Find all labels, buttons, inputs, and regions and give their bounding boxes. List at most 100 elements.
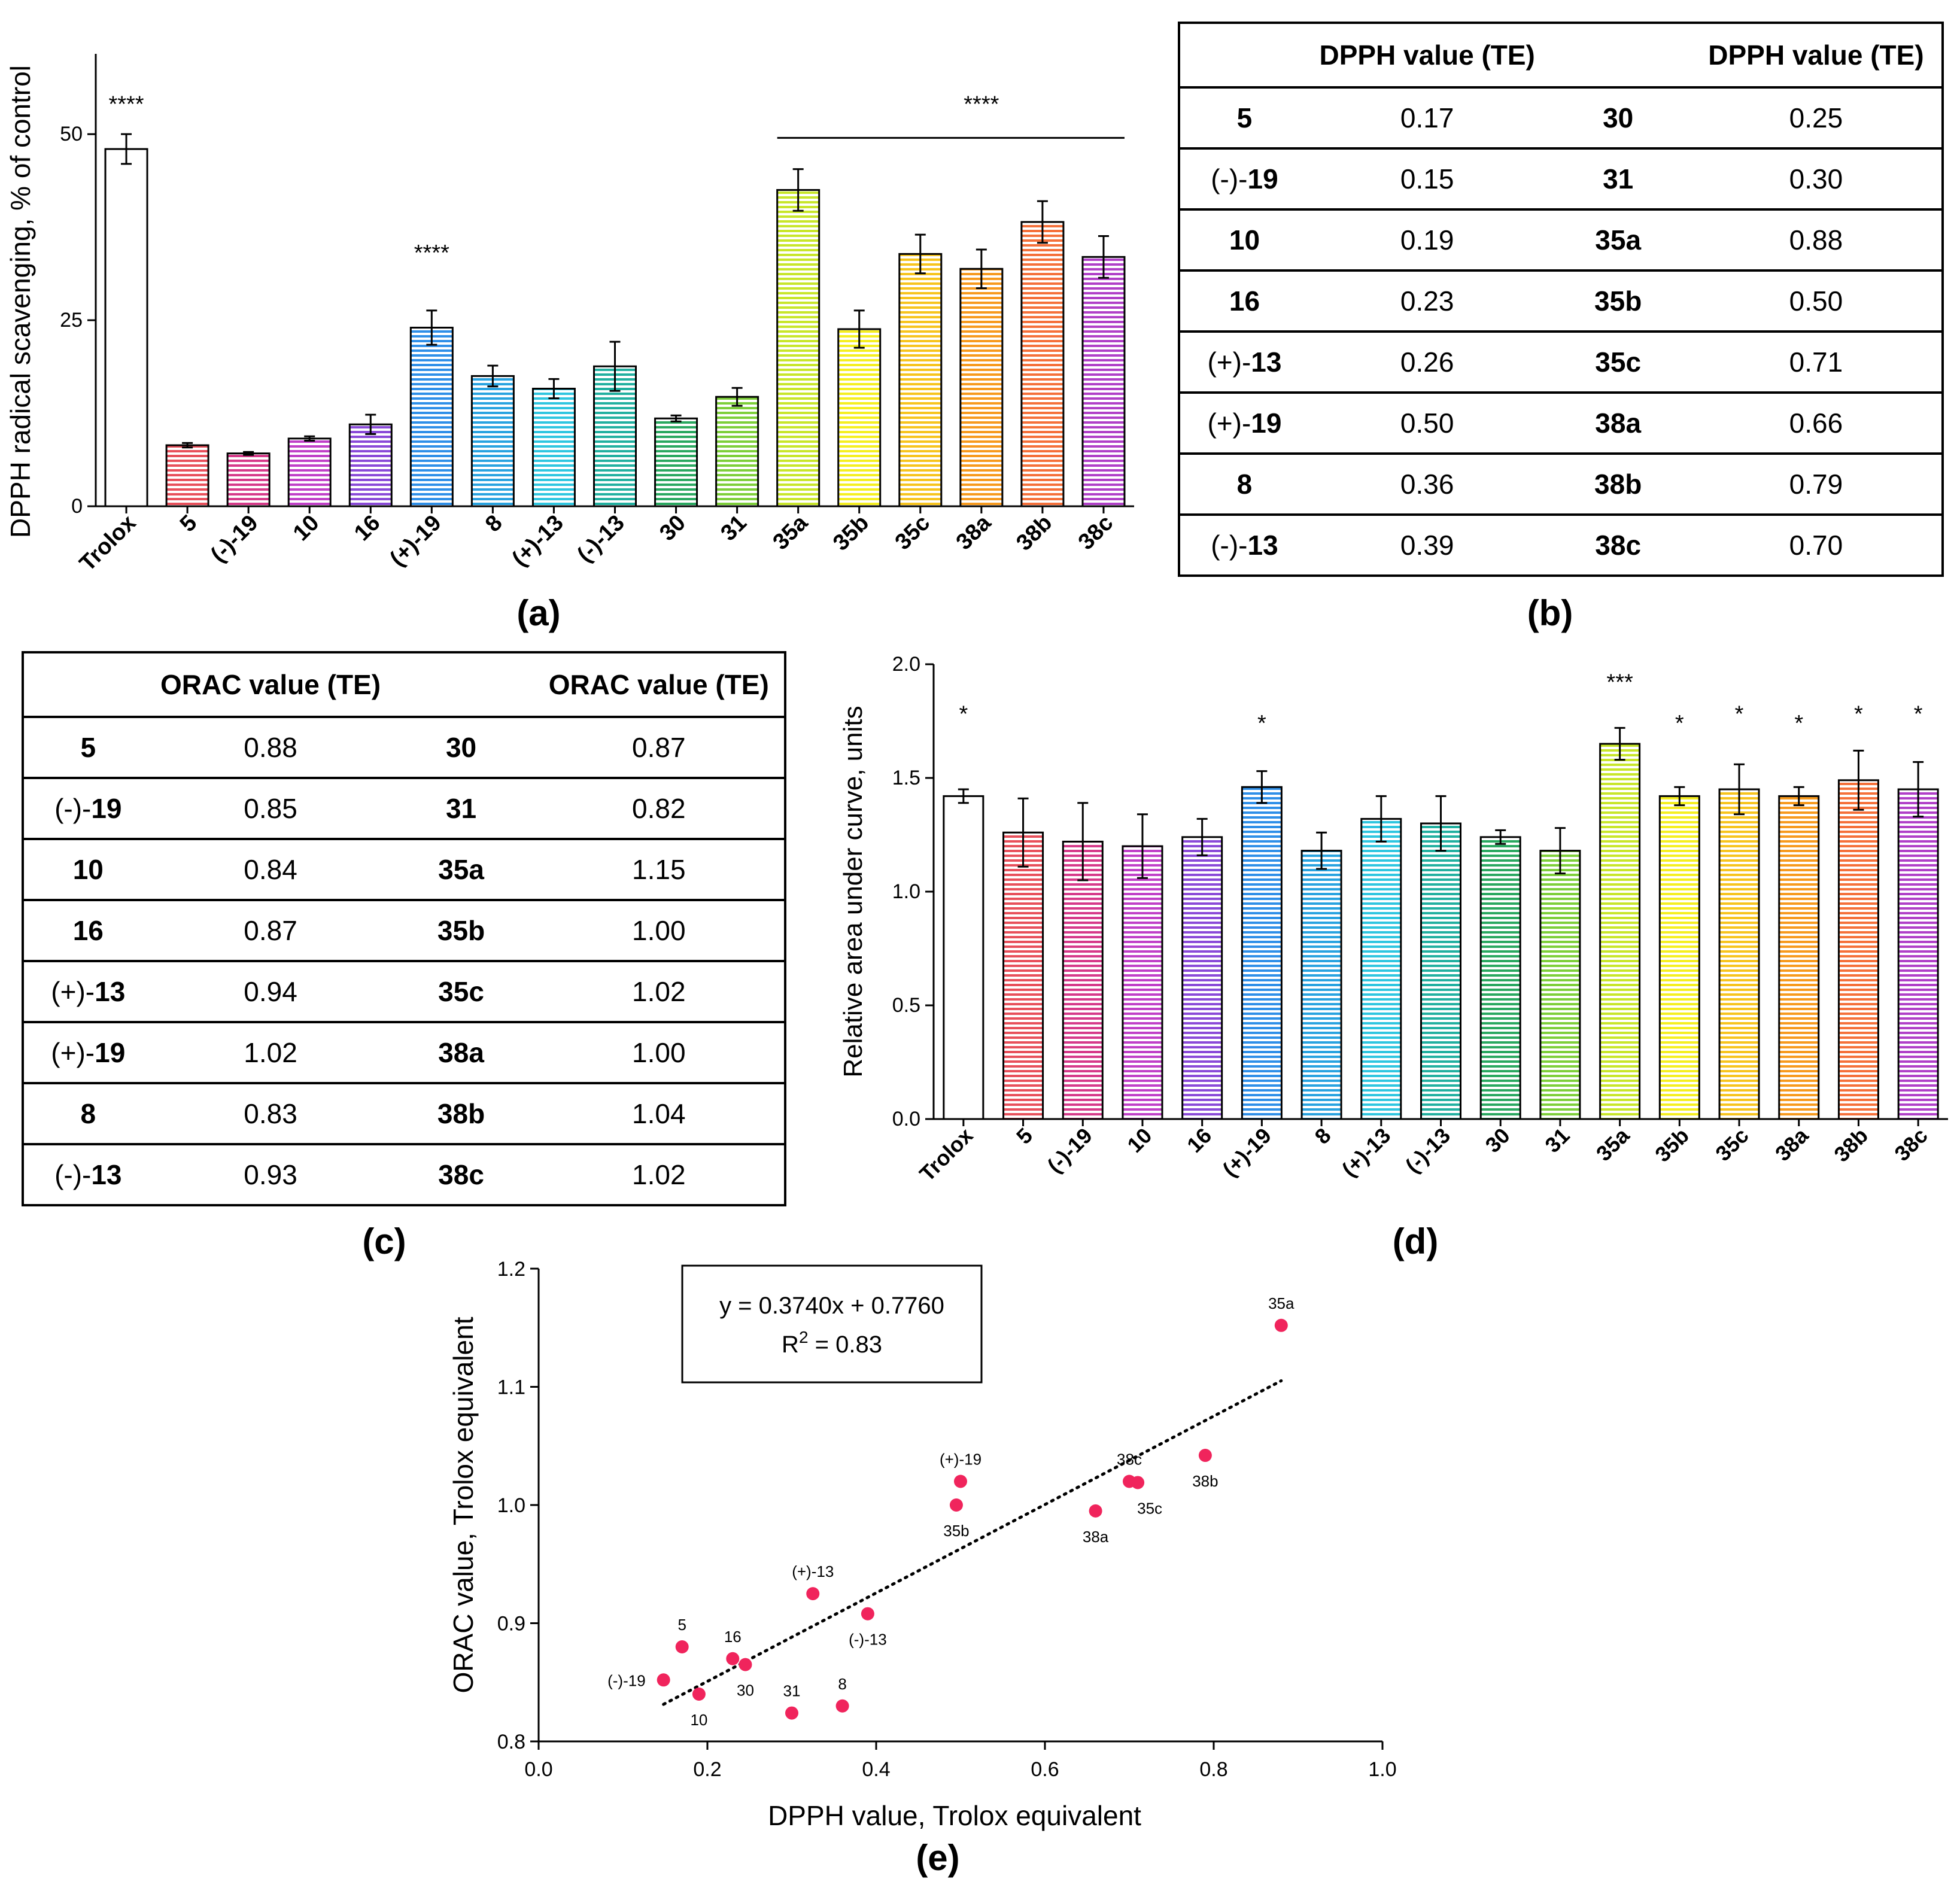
compound-number: 19	[1247, 163, 1278, 194]
table-c-value: 1.02	[152, 1021, 389, 1084]
point-8	[835, 1699, 849, 1713]
bar-Trolox	[943, 795, 984, 1120]
table-b-value: 0.39	[1308, 513, 1546, 577]
point-label-31: 31	[783, 1682, 801, 1700]
y-tick-label: 0.9	[497, 1613, 525, 1635]
table-b-value: 0.71	[1690, 330, 1943, 394]
bar-10	[287, 437, 332, 507]
table-c-value: 0.93	[152, 1143, 389, 1206]
table-c-value: 0.88	[152, 716, 389, 779]
compound-prefix: (-)-	[1211, 163, 1248, 194]
table-c-value: 1.00	[533, 899, 785, 962]
table-c-value: 0.83	[152, 1082, 389, 1145]
significance-mark: *	[1854, 702, 1863, 727]
x-tick-label-38b: 38b	[1011, 510, 1057, 556]
significance-mark: ****	[964, 92, 999, 117]
bar-38c	[1081, 256, 1126, 507]
bar-(-)-19	[226, 452, 271, 507]
table-b-compound: 35c	[1545, 330, 1691, 394]
table-b-row: (-)-13 0.39 38c 0.70	[1179, 513, 1943, 577]
bar-38a	[1778, 795, 1820, 1120]
r-squared-text: R2 = 0.83	[782, 1328, 882, 1358]
x-tick-label-35b: 35b	[828, 510, 874, 556]
table-c-compound: (-)-19	[23, 777, 153, 840]
y-axis-label: ORAC value, Trolox equivalent	[448, 1317, 479, 1693]
bar-35a	[1599, 743, 1641, 1120]
table-b-value: 0.30	[1690, 147, 1943, 211]
table-b-compound: (+)-13	[1179, 330, 1309, 394]
bar-(+)-13	[531, 388, 576, 507]
compound-number: 19	[91, 793, 122, 824]
x-tick-label-Trolox: Trolox	[914, 1123, 977, 1186]
y-tick-label: 50	[60, 123, 83, 145]
bar-5	[165, 444, 209, 507]
table-c-value: 0.87	[152, 899, 389, 962]
y-axis-label: Relative area under curve, units	[838, 706, 868, 1077]
compound-prefix: (+)-	[51, 976, 95, 1007]
bar-30	[1479, 836, 1521, 1120]
x-tick-label-(+)-13: (+)-13	[508, 510, 569, 571]
bar-16	[348, 423, 393, 507]
table-b-compound: 38c	[1545, 513, 1691, 577]
compound-number: 13	[1251, 346, 1282, 378]
x-tick-label-8: 8	[481, 510, 508, 537]
x-tick-label-10: 10	[1122, 1123, 1156, 1157]
point-label-10: 10	[690, 1711, 707, 1729]
table-b-value: 0.15	[1308, 147, 1546, 211]
x-tick-label-35a: 35a	[768, 510, 813, 555]
table-c-row: (-)-19 0.85 31 0.82	[23, 777, 785, 840]
x-tick-label-35a: 35a	[1591, 1123, 1634, 1166]
x-tick-label-(+)-13: (+)-13	[1337, 1123, 1396, 1182]
table-c-row: (+)-13 0.94 35c 1.02	[23, 960, 785, 1023]
table-b-compound: 38a	[1545, 391, 1691, 455]
table-b-compound: 35b	[1545, 269, 1691, 333]
significance-mark: ***	[1606, 670, 1633, 695]
x-tick-label-31: 31	[716, 510, 752, 546]
trendline	[662, 1379, 1283, 1706]
table-c-compound: (+)-13	[23, 960, 153, 1023]
significance-mark: *	[1675, 711, 1684, 736]
panel-label-a: (a)	[516, 593, 561, 633]
table-c-compound: 10	[23, 838, 153, 901]
point-label-38b: 38b	[1192, 1472, 1218, 1490]
table-c-header-cell	[23, 651, 153, 718]
compound-number: 13	[1247, 530, 1278, 561]
table-b-value: 0.66	[1690, 391, 1943, 455]
r-squared-value: = 0.83	[809, 1331, 882, 1358]
bar-31	[715, 396, 759, 507]
equation-text: y = 0.3740x + 0.7760	[719, 1293, 944, 1319]
x-tick-label: 0.0	[524, 1758, 552, 1781]
table-c-header-cell: ORAC value (TE)	[152, 651, 389, 718]
bar-8	[470, 375, 515, 507]
table-c-row: (+)-19 1.02 38a 1.00	[23, 1021, 785, 1084]
table-b-compound: 38b	[1545, 452, 1691, 516]
table-c-compound: 35a	[388, 838, 534, 901]
table-b-value: 0.79	[1690, 452, 1943, 516]
bar-35c	[1718, 788, 1760, 1120]
point-35a	[1274, 1318, 1288, 1332]
bar-5	[1002, 831, 1044, 1120]
r-squared-exponent: 2	[799, 1328, 809, 1346]
y-tick-label: 0.0	[892, 1108, 920, 1130]
table-b-compound: (-)-13	[1179, 513, 1309, 577]
point-38a	[1089, 1504, 1102, 1518]
panel-label-e: (e)	[916, 1838, 960, 1878]
chart-d-orac-auc: 0.0 0.5 1.0 1.5 2.0 Relative area under curve…	[838, 653, 1948, 1186]
table-c-compound: 35c	[388, 960, 534, 1023]
significance-mark: ****	[414, 241, 449, 266]
table-c-value: 1.15	[533, 838, 785, 901]
y-axis-label: DPPH radical scavenging, % of control	[5, 65, 36, 538]
point-label-35b: 35b	[943, 1522, 969, 1540]
x-tick-label-35c: 35c	[891, 510, 935, 555]
x-tick-label-8: 8	[1310, 1123, 1336, 1149]
x-tick-label-(+)-19: (+)-19	[385, 510, 446, 571]
bar-38b	[1837, 779, 1879, 1120]
compound-prefix: (-)-	[54, 793, 92, 824]
table-b-compound: (+)-19	[1179, 391, 1309, 455]
table-b-row: 5 0.17 30 0.25	[1179, 86, 1943, 150]
table-b-header-cell: DPPH value (TE)	[1690, 22, 1943, 89]
table-b-value: 0.17	[1308, 86, 1546, 150]
x-tick-label-5: 5	[1011, 1123, 1037, 1149]
compound-prefix: (+)-	[51, 1037, 95, 1068]
compound-number: 13	[91, 1159, 122, 1190]
